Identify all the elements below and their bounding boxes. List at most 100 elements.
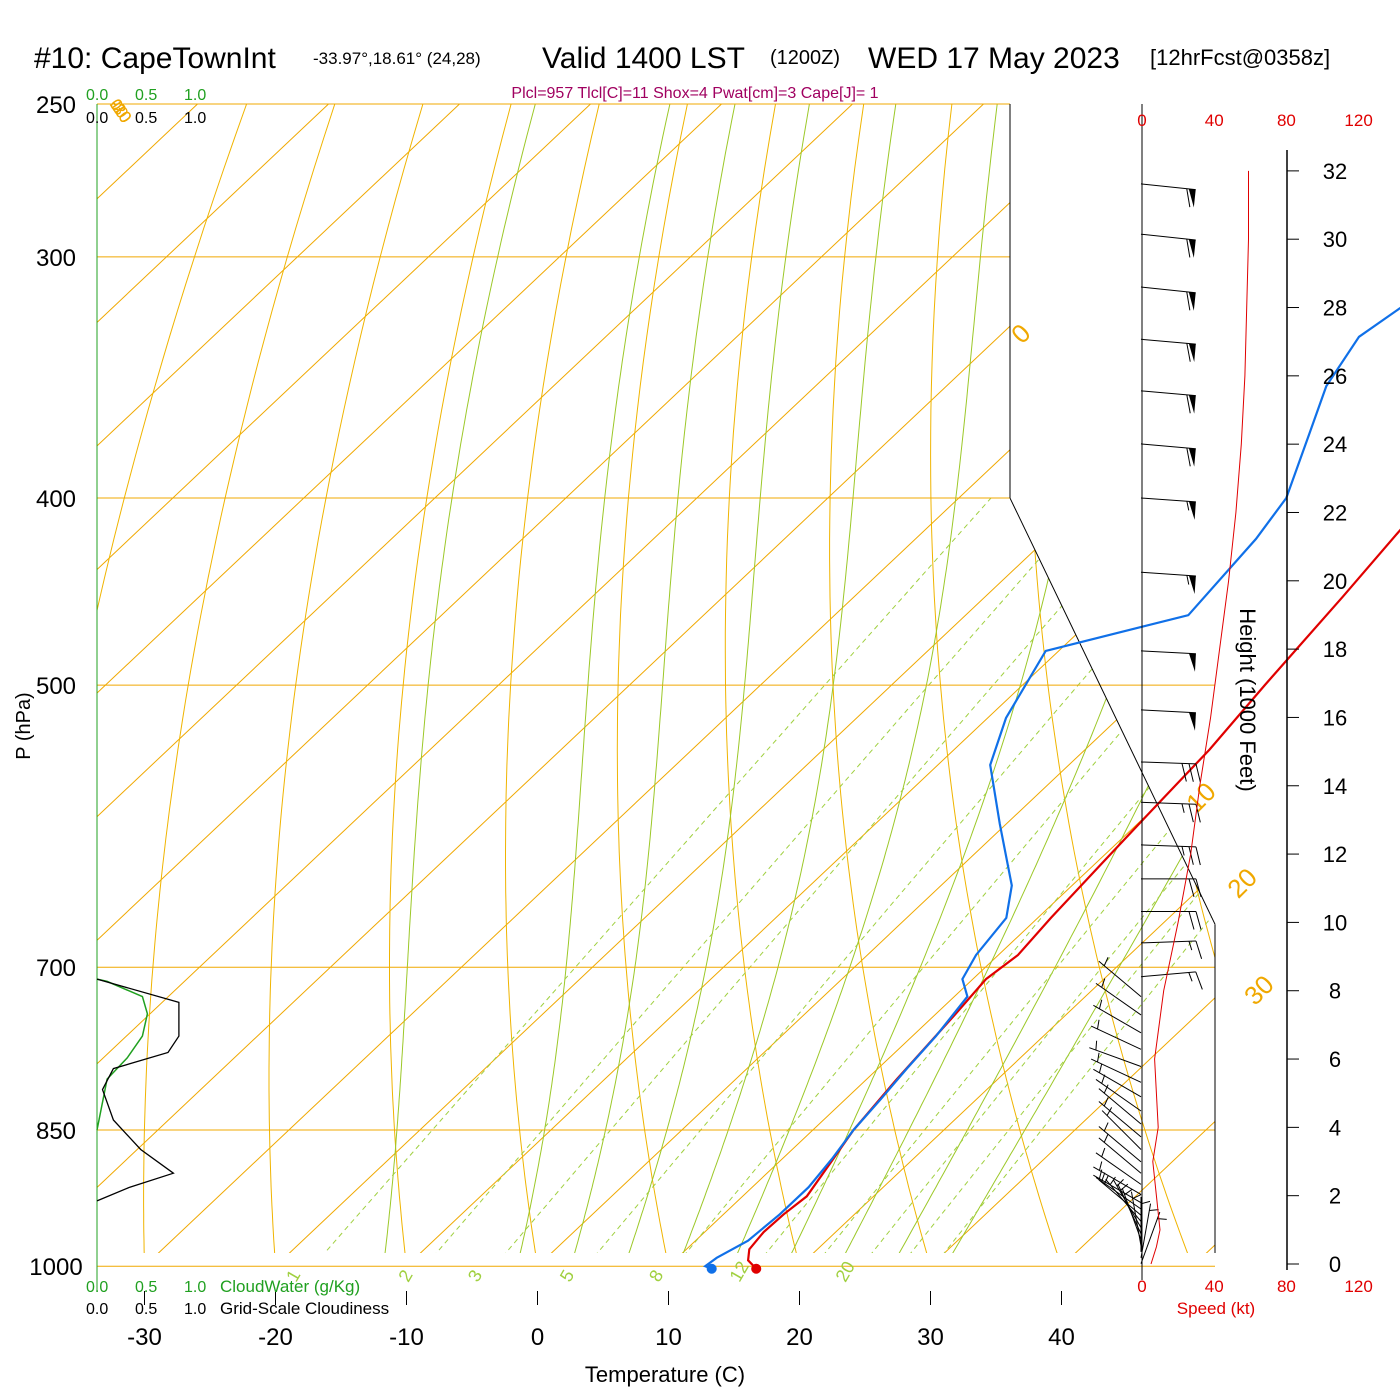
mixing-ratio-labels: 1 2 3 5 8 12 20 (282, 1258, 859, 1285)
isotherm-line (903, 104, 1215, 1253)
surface-dewpoint-dot (706, 1263, 717, 1274)
mixing-ratio-label: 20 (832, 1258, 859, 1285)
temperature-line (746, 528, 1400, 1270)
moist-adiabat-line (825, 104, 1215, 1253)
cloudwater-line (96, 978, 149, 1131)
pressure-ticks: 250 300 400 500 700 850 1000 (29, 92, 82, 1281)
cloudiness-label: Grid-Scale Cloudiness (220, 1299, 389, 1318)
y-axis-label: P (hPa) (13, 692, 35, 759)
wind-barb-flag (1188, 575, 1196, 594)
isotherm-lines (97, 104, 1215, 1253)
speed-tick-label: 120 (1344, 111, 1372, 130)
wind-barb (1101, 1107, 1142, 1150)
wind-barb-staff (1093, 1068, 1142, 1098)
mixing-ratio-label: 5 (556, 1267, 578, 1286)
temperature-tick-label: 40 (1048, 1324, 1075, 1351)
dry-adiabat-line (1393, 104, 1400, 1291)
wind-barb-staff (1098, 1088, 1142, 1125)
wind-barb (1140, 709, 1196, 731)
cloudwater-tick-label: 0.0 (86, 87, 108, 104)
wind-barb-staff (1098, 1179, 1142, 1216)
dry-adiabat-line (389, 104, 512, 1253)
height-tick-label: 30 (1323, 227, 1347, 252)
speed-axis-label: Speed (kt) (1177, 1299, 1255, 1318)
wind-barb-feather (1195, 911, 1202, 930)
valid-time: Valid 1400 LST (542, 42, 745, 75)
wind-barb-feather (1195, 846, 1201, 866)
wind-barb (1140, 940, 1203, 959)
wind-barb (1093, 1161, 1142, 1195)
wind-barb (1098, 1122, 1142, 1163)
wind-barbs (1089, 183, 1203, 1264)
height-tick-label: 4 (1329, 1115, 1341, 1140)
wind-barb-feather (1188, 846, 1194, 865)
wind-barb-staff (1140, 844, 1196, 848)
temperature-tick-label: 10 (655, 1324, 682, 1351)
wind-barb-staff (1140, 286, 1196, 294)
cloudwater-tick-label: 0.5 (135, 87, 157, 104)
temperature-tick-label: -20 (258, 1324, 293, 1351)
wind-speed-line (1150, 170, 1249, 1265)
dry-adiabat-line (268, 104, 424, 1253)
wind-barb-flag (1188, 448, 1196, 467)
height-tick-label: 0 (1329, 1252, 1341, 1277)
wind-barb-feather (1195, 878, 1202, 897)
wind-barb (1140, 338, 1196, 363)
wind-barb-feather (1188, 763, 1194, 782)
station-title: #10: CapeTownInt (34, 42, 276, 75)
wind-barb-staff (1140, 1203, 1152, 1258)
wind-barb (1117, 1183, 1142, 1234)
dewpoint-line (702, 306, 1400, 1270)
wind-barb (1140, 233, 1196, 258)
wind-barb-staff (1140, 650, 1196, 655)
height-tick-label: 8 (1329, 979, 1341, 1004)
wind-barb-half-feather (1181, 846, 1185, 856)
wind-barb (1098, 1175, 1142, 1216)
dry-adiabat-line (616, 104, 688, 1253)
cloudiness-tick-label: 0.0 (86, 1301, 108, 1318)
wind-barb-staff (1140, 761, 1196, 765)
isotherm-line (97, 104, 722, 1253)
wind-barb-half-feather (1132, 1194, 1142, 1200)
wind-barb (1098, 1133, 1142, 1174)
plot-frame (96, 104, 1216, 1291)
moist-adiabat-line (667, 104, 897, 1253)
wind-barb-staff (1098, 1137, 1142, 1174)
cloudwater-tick-label: 1.0 (184, 1279, 206, 1296)
isotherm-line (97, 104, 460, 1253)
wind-barb (1140, 761, 1201, 783)
wind-barb-feather (1188, 878, 1195, 897)
dry-adiabat-line (724, 104, 807, 1253)
wind-barb-half-feather (1098, 1161, 1103, 1171)
moist-adiabat-line (379, 104, 536, 1253)
wind-barb-feather (1186, 188, 1191, 208)
mixing-ratio-label: 3 (464, 1267, 486, 1286)
moist-adiabat-line (877, 104, 1215, 1253)
height-tick-label: 22 (1323, 500, 1347, 525)
wind-barb-flag (1188, 501, 1196, 520)
wind-barb (1093, 999, 1142, 1034)
wind-barb-flag (1188, 292, 1196, 311)
wind-barb (1140, 971, 1203, 990)
cloudiness-tick-label: 1.0 (184, 1301, 206, 1318)
wind-barb-staff (1140, 971, 1196, 978)
wind-barb-staff (1089, 1047, 1142, 1067)
wind-barb-staff (1140, 183, 1196, 191)
wind-barb-flag (1188, 239, 1196, 258)
height-tick-label: 12 (1323, 842, 1347, 867)
wind-barb-half-feather (1186, 575, 1190, 585)
wind-barb-staff (1098, 1126, 1142, 1163)
mixing-ratio-line (841, 497, 1215, 1253)
wind-barb-staff (1140, 338, 1196, 345)
height-tick-label: 28 (1323, 296, 1347, 321)
temperature-tick-label: -10 (389, 1324, 424, 1351)
height-tick-label: 24 (1323, 432, 1347, 457)
speed-tick-label: 0 (1137, 111, 1146, 130)
dry-adiabat-line (505, 104, 600, 1253)
dry-adiabat-lines (97, 104, 1400, 1291)
wind-barb-staff (1117, 1183, 1142, 1234)
wind-barb-half-feather (1101, 1147, 1106, 1158)
isotherm-line (97, 104, 853, 1253)
wind-barb-staff (1095, 1177, 1142, 1210)
